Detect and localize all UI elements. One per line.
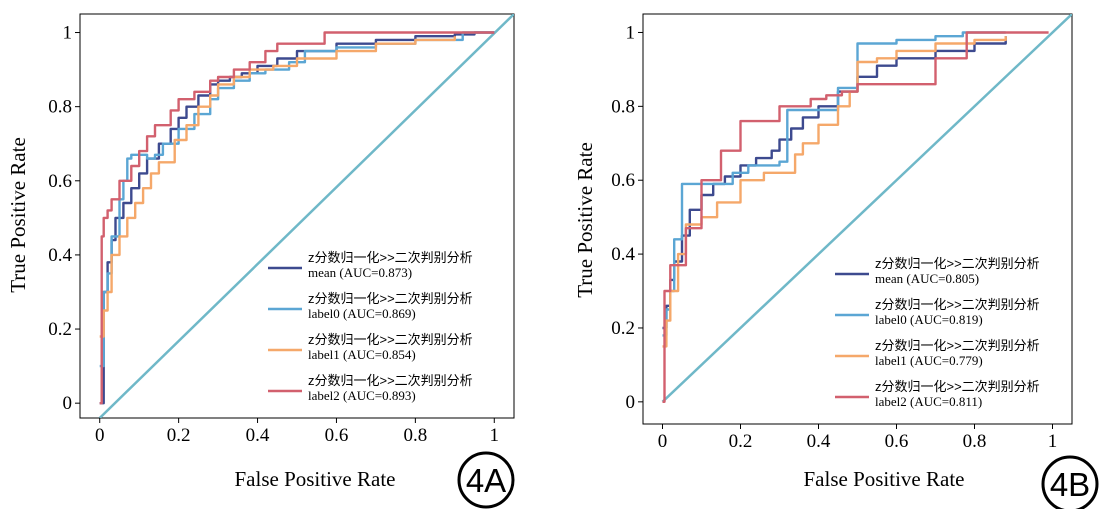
legend-entry-line2: label2 (AUC=0.811)	[875, 394, 982, 409]
legend-entry-line2: label1 (AUC=0.854)	[308, 347, 416, 362]
panel-badge-label: 4B	[1050, 466, 1090, 503]
x-tick-label: 0	[658, 431, 668, 452]
chance-diagonal-line	[661, 14, 1072, 403]
legend-entry-line2: label1 (AUC=0.779)	[875, 353, 983, 368]
legend-entry-line1: z分数归一化>>二次判别分析	[875, 297, 1040, 312]
y-tick-label: 0.6	[48, 171, 72, 192]
legend-entry-line1: z分数归一化>>二次判别分析	[308, 291, 473, 306]
roc-curve-label1	[99, 36, 456, 338]
x-tick-label: 1	[1048, 431, 1058, 452]
legend-entry-line2: mean (AUC=0.873)	[308, 265, 412, 280]
roc-panel-4b: 0 0.2 0.4 0.6 0.8 1 0 0.2 0.4 0.6 0.8 1 False Positi…	[573, 13, 1099, 509]
x-tick-label: 0	[95, 425, 105, 446]
legend-entry-line1: z分数归一化>>二次判别分析	[308, 250, 473, 265]
panel-badge	[457, 451, 515, 509]
x-tick-label: 0.4	[807, 431, 831, 452]
roc-curve-label0	[99, 31, 495, 368]
y-tick-label: 0.4	[611, 244, 635, 265]
y-tick-label: 0.6	[611, 170, 635, 191]
y-tick-label: 0	[63, 393, 73, 414]
x-axis-label: False Positive Rate	[804, 467, 965, 491]
panel-badge	[1041, 455, 1099, 509]
roc-curve-label1	[662, 36, 1007, 348]
chance-diagonal-line	[98, 14, 514, 418]
panel-badge-label: 4A	[466, 462, 506, 499]
legend-entry-line2: label0 (AUC=0.869)	[308, 306, 416, 321]
y-tick-label: 1	[63, 23, 73, 44]
legend-entry-line2: label2 (AUC=0.893)	[308, 388, 416, 403]
legend-entry-line2: mean (AUC=0.805)	[875, 271, 979, 286]
roc-curve-mean	[662, 36, 1007, 330]
legend-entry-line1: z分数归一化>>二次判别分析	[308, 332, 473, 347]
y-tick-label: 0.2	[48, 319, 72, 340]
roc-curve-label0	[662, 31, 1006, 337]
y-tick-label: 0	[626, 392, 636, 413]
x-tick-label: 0.2	[729, 431, 753, 452]
legend-entry-line2: label0 (AUC=0.819)	[875, 312, 983, 327]
legend-entry-line1: z分数归一化>>二次判别分析	[875, 379, 1040, 394]
x-axis-label: False Positive Rate	[235, 467, 396, 491]
x-tick-label: 0.8	[403, 425, 427, 446]
y-tick-label: 0.2	[611, 318, 635, 339]
y-tick-label: 0.8	[611, 96, 635, 117]
plot-frame	[642, 13, 1073, 425]
legend-entry-line1: z分数归一化>>二次判别分析	[308, 373, 473, 388]
x-tick-label: 0.6	[325, 425, 349, 446]
legend-entry-line1: z分数归一化>>二次判别分析	[875, 338, 1040, 353]
y-tick-label: 1	[626, 22, 636, 43]
roc-curve-mean	[99, 31, 495, 405]
roc-panel-4a: 0 0.2 0.4 0.6 0.8 1 0 0.2 0.4 0.6 0.8 1 False Positi…	[6, 13, 515, 509]
y-tick-label: 0.4	[48, 245, 72, 266]
x-tick-label: 0.2	[167, 425, 191, 446]
x-tick-label: 0.8	[963, 431, 987, 452]
x-tick-label: 0.6	[885, 431, 909, 452]
roc-curve-label2	[99, 31, 495, 405]
plot-frame	[79, 13, 515, 419]
x-tick-label: 0.4	[246, 425, 270, 446]
x-tick-label: 1	[490, 425, 500, 446]
y-tick-label: 0.8	[48, 97, 72, 118]
roc-curve-label2	[662, 31, 1049, 403]
y-axis-label: True Positive Rate	[6, 137, 30, 293]
legend-entry-line1: z分数归一化>>二次判别分析	[875, 256, 1040, 271]
y-axis-label: True Positive Rate	[573, 142, 597, 298]
